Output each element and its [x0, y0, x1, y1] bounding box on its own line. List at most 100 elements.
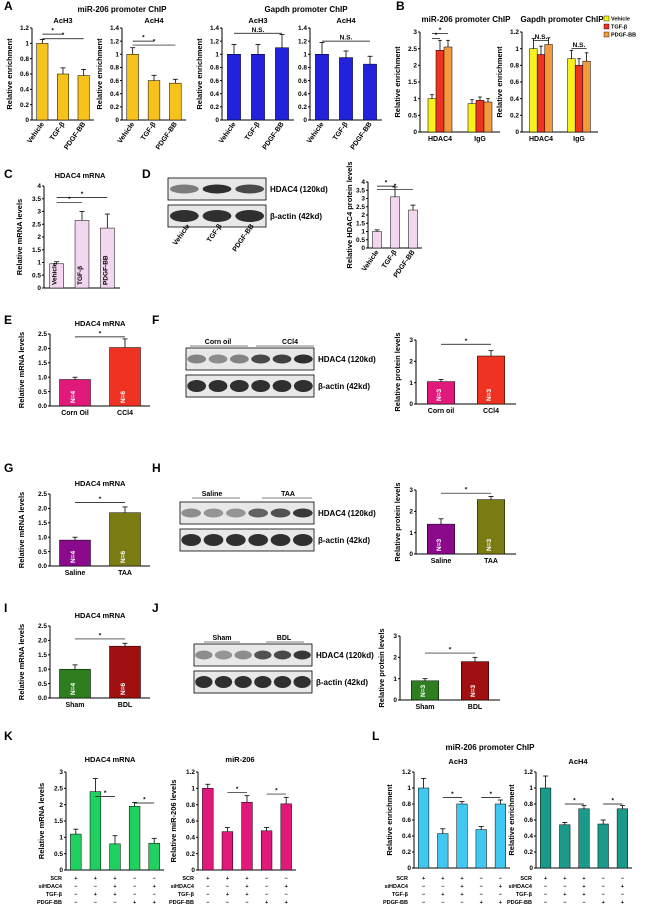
- x-tick-label: PDGF-BB: [155, 121, 179, 151]
- legend-swatch: [603, 31, 610, 38]
- bar-inner-label: N=3: [470, 685, 477, 697]
- y-tick-label: 2.5: [38, 491, 47, 498]
- blot-band: [195, 676, 213, 688]
- actin-blot-label: β-actin (42kd): [316, 678, 368, 687]
- bar-inner-label: N=4: [70, 683, 77, 695]
- y-axis-label: Relative protein levels: [393, 482, 402, 561]
- panel-F-blot: HDAC4 (120kd) β-actin (42kd): [185, 347, 376, 398]
- treatment-sign: +: [206, 876, 209, 882]
- blot-band: [187, 354, 207, 364]
- blot-band: [169, 184, 199, 194]
- y-tick-label: 0: [409, 551, 413, 558]
- panel-D-blot: HDAC4 (120kd) β-actin (42kd): [167, 177, 328, 228]
- y-axis-label: Relative mRNA levels: [37, 783, 46, 859]
- y-tick-label: 1: [529, 785, 533, 792]
- x-tick-label: PDGF-BB: [350, 121, 374, 151]
- treatment-sign: +: [226, 876, 229, 882]
- significance-label: *: [51, 28, 54, 35]
- y-tick-label: 4: [361, 179, 365, 186]
- treatment-sign: +: [441, 892, 444, 898]
- blot-band: [254, 676, 272, 688]
- bar: [567, 58, 576, 133]
- y-tick-label: 0.8: [524, 801, 533, 808]
- treatment-sign: +: [499, 900, 502, 906]
- blot-band: [234, 676, 252, 688]
- x-tick-label: HDAC4: [428, 136, 452, 143]
- treatment-sign: −: [245, 900, 248, 906]
- treatment-sign: −: [499, 892, 502, 898]
- blot-band: [270, 534, 291, 546]
- bar-inner-label: N=6: [120, 391, 127, 403]
- chart-C: 0 0.5 1 1.5 2 2.5 3 3.5 4 Relative mRNA levels Veh…: [15, 183, 120, 292]
- treatment-sign: +: [621, 900, 624, 906]
- blot-band: [251, 354, 271, 364]
- x-tick-label: Sham: [415, 704, 434, 711]
- significance-label: N.S.: [252, 27, 265, 34]
- bar: [59, 379, 91, 407]
- significance-label: *: [449, 647, 452, 654]
- treatment-sign: +: [441, 876, 444, 882]
- treatment-sign: +: [499, 884, 502, 890]
- chart-A2: 0 0.2 0.4 0.6 0.8 1 1.2 1.4 Relative enrichment V…: [95, 25, 186, 151]
- y-tick-label: 0.4: [524, 833, 533, 840]
- panel-letter-C: C: [4, 167, 13, 181]
- y-tick-label: 2: [409, 509, 413, 516]
- blot-band: [169, 210, 199, 222]
- panel-A-subtitle: AcH3: [53, 16, 72, 25]
- treatment-sign: +: [460, 884, 463, 890]
- treatment-sign: +: [563, 892, 566, 898]
- treatment-sign: +: [285, 900, 288, 906]
- bar: [339, 57, 353, 121]
- hdac4-blot-label: HDAC4 (120kd): [270, 185, 328, 194]
- chart-H: 0 1 2 3 Relative protein levels N=3 Saline N=3 T…: [393, 482, 516, 565]
- bar: [280, 803, 292, 871]
- treatment-sign: −: [94, 884, 97, 890]
- blot-band: [273, 650, 292, 660]
- treatment-sign: −: [602, 892, 605, 898]
- bar: [169, 82, 182, 121]
- panel-letter-E: E: [4, 313, 12, 327]
- bar: [227, 54, 241, 121]
- panel-letter-H: H: [152, 461, 161, 475]
- y-tick-label: 1.4: [110, 25, 119, 32]
- treatment-sign: +: [245, 876, 248, 882]
- y-tick-label: 1.5: [356, 220, 365, 227]
- significance-label: *: [142, 35, 145, 42]
- group-label: BDL: [277, 635, 292, 642]
- y-tick-label: 1.2: [298, 38, 307, 45]
- x-tick-label: BDL: [468, 704, 483, 711]
- treatment-sign: −: [499, 876, 502, 882]
- significance-label: *: [143, 797, 146, 804]
- y-tick-label: 0.6: [510, 79, 519, 86]
- bar: [477, 355, 505, 405]
- treatment-sign: +: [113, 892, 116, 898]
- blot-band: [234, 650, 252, 660]
- blot-band: [203, 508, 224, 518]
- significance-label: *: [573, 798, 576, 805]
- blot-band: [203, 534, 224, 546]
- actin-blot-label: β-actin (42kd): [318, 536, 370, 545]
- treatment-sign: +: [621, 884, 624, 890]
- treatment-sign: −: [602, 876, 605, 882]
- y-axis-label: Relative enrichment: [195, 38, 204, 110]
- bar: [36, 43, 49, 121]
- treatment-sign: −: [480, 892, 483, 898]
- hdac4-blot: [193, 643, 313, 667]
- treatment-sign: +: [245, 892, 248, 898]
- treatment-sign: −: [441, 884, 444, 890]
- blot-band: [235, 210, 265, 222]
- bar: [251, 54, 265, 121]
- y-tick-label: 0.4: [110, 91, 119, 98]
- significance-label: *: [99, 330, 102, 337]
- blot-band: [214, 650, 233, 660]
- significance-label: *: [104, 790, 107, 797]
- y-tick-label: 0: [529, 865, 533, 872]
- treatment-sign: +: [582, 892, 585, 898]
- y-tick-label: 1: [25, 41, 29, 48]
- y-tick-label: 3: [59, 769, 63, 776]
- y-tick-label: 2.0: [38, 346, 47, 353]
- y-tick-label: 0.4: [20, 87, 29, 94]
- x-tick-label: Saline: [65, 570, 86, 577]
- treatment-sign: −: [153, 892, 156, 898]
- y-tick-label: 1.4: [298, 25, 307, 32]
